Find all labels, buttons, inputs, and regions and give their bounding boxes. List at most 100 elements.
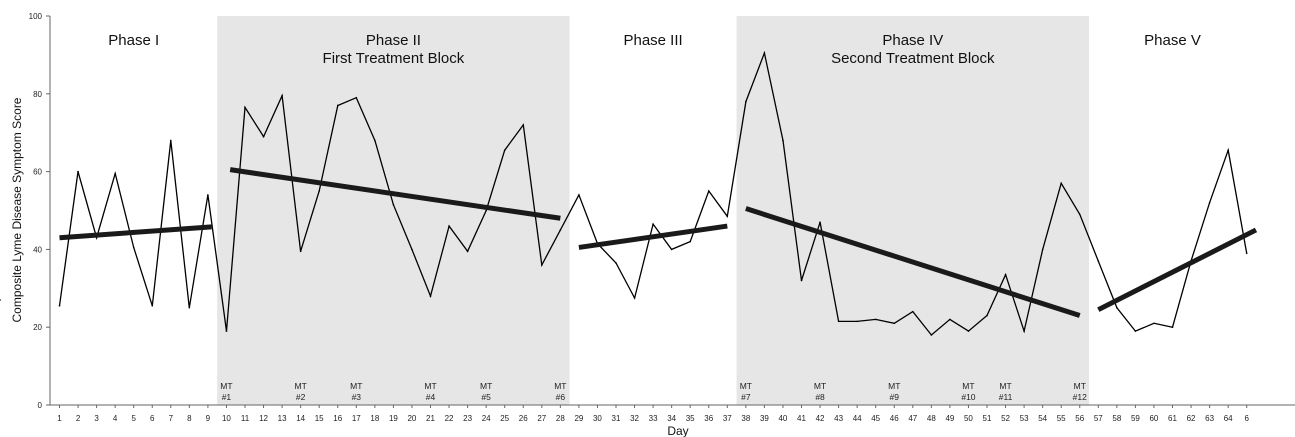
mt-annotation-number: #12: [1073, 392, 1087, 402]
x-tick-label: 2: [76, 414, 81, 423]
data-point: [652, 223, 654, 225]
x-tick-label: 39: [760, 414, 769, 423]
data-point: [615, 262, 617, 264]
data-point: [930, 334, 933, 336]
data-point: [0, 299, 1, 301]
x-tick-label: 6: [1244, 414, 1249, 423]
data-point: [1023, 330, 1025, 332]
data-point: [541, 264, 543, 266]
data-point: [132, 246, 135, 249]
data-point: [912, 310, 914, 313]
data-point: [1227, 149, 1229, 152]
data-point: [633, 297, 636, 299]
trend-line-4: [745, 206, 1081, 318]
x-tick-label: 25: [500, 414, 509, 423]
x-tick-label: 18: [370, 414, 379, 423]
x-tick-label: 45: [871, 414, 880, 423]
x-axis-title: Day: [667, 424, 688, 437]
phase-shade-layer: [217, 16, 1090, 405]
data-point: [225, 330, 228, 332]
x-tick-label: 8: [187, 414, 192, 423]
y-tick-label: 0: [38, 401, 43, 410]
x-tick-label: 17: [352, 414, 361, 423]
x-tick-label: 26: [519, 414, 528, 423]
data-point: [986, 314, 988, 317]
x-tick-label: 60: [1149, 414, 1158, 423]
x-tick-label: 34: [667, 414, 676, 423]
x-tick-label: 49: [945, 414, 954, 423]
x-tick-label: 53: [1020, 414, 1029, 423]
data-point: [782, 139, 784, 142]
y-tick-label: 60: [33, 168, 42, 177]
data-point: [1116, 306, 1118, 309]
data-point: [522, 124, 525, 126]
data-point: [689, 240, 691, 243]
data-point: [1245, 252, 1248, 255]
trend-line-layer: [59, 167, 1258, 318]
x-tick-label: 12: [259, 414, 268, 423]
x-tick-label: 5: [131, 414, 136, 423]
data-point: [893, 322, 896, 325]
mt-annotation-layer: MT#1MT#2MT#3MT#4MT#5MT#6MT#7MT#8MT#9MT#1…: [220, 381, 1087, 402]
mt-annotation-label: MT: [554, 381, 566, 391]
x-tick-label: 61: [1168, 414, 1177, 423]
data-point: [151, 305, 154, 307]
data-point: [1208, 201, 1211, 204]
mt-annotation-label: MT: [295, 381, 307, 391]
mt-annotation-label: MT: [888, 381, 900, 391]
x-tick-label: 58: [1112, 414, 1121, 423]
x-tick-label: 59: [1131, 414, 1140, 423]
mt-annotation-number: #9: [890, 392, 900, 402]
data-point: [188, 306, 191, 309]
data-point: [1134, 330, 1137, 332]
x-tick-label: 20: [407, 414, 416, 423]
x-tick-label: 37: [723, 414, 732, 423]
data-point: [1004, 273, 1007, 276]
mt-annotation-number: #8: [815, 392, 825, 402]
x-tick-label: 40: [778, 414, 787, 423]
x-tick-label: 62: [1187, 414, 1196, 423]
x-tick-label: 55: [1057, 414, 1066, 423]
phase-title-2: Phase II: [366, 32, 421, 49]
mt-annotation-number: #4: [426, 392, 436, 402]
x-tick-label: 44: [853, 414, 862, 423]
x-tick-label: 64: [1224, 414, 1233, 423]
x-tick-label: 35: [686, 414, 695, 423]
y-tick-group: 0 20 40 60 80 100: [29, 12, 50, 410]
x-tick-label: 10: [222, 414, 231, 423]
x-tick-label: 15: [315, 414, 324, 423]
data-point: [448, 225, 450, 227]
x-tick-group: 1 2 3 4 5 6 7 8 9 10 11 12 13 14 15 16 17 18 19 20 21 22 23 24 2…: [57, 405, 1249, 423]
x-tick-label: 54: [1038, 414, 1047, 423]
y-tick-label: 40: [33, 245, 42, 254]
x-tick-label: 19: [389, 414, 398, 423]
x-tick-label: 42: [816, 414, 825, 423]
data-point: [1171, 326, 1174, 329]
mt-annotation-number: #7: [741, 392, 751, 402]
data-point: [374, 139, 376, 142]
data-point: [707, 190, 710, 192]
data-point: [726, 215, 729, 218]
x-tick-label: 27: [537, 414, 546, 423]
data-point: [355, 96, 358, 99]
x-tick-label: 31: [612, 414, 621, 423]
phase-title-3: Phase III: [623, 32, 682, 49]
x-tick-label: 14: [296, 414, 305, 423]
mt-annotation-number: #2: [296, 392, 306, 402]
mt-annotation-label: MT: [350, 381, 362, 391]
x-tick-label: 51: [983, 414, 992, 423]
x-tick-label: 56: [1075, 414, 1084, 423]
x-tick-label: 16: [333, 414, 342, 423]
phase-subtitle-2: First Treatment Block: [323, 50, 465, 67]
mt-annotation-number: #10: [961, 392, 975, 402]
data-point: [874, 318, 877, 321]
x-tick-label: 32: [630, 414, 639, 423]
x-tick-label: 4: [113, 414, 118, 423]
data-point: [670, 248, 673, 251]
x-tick-label: 47: [908, 414, 917, 423]
data-point: [114, 172, 116, 175]
x-tick-label: 13: [278, 414, 287, 423]
data-point: [800, 279, 803, 282]
